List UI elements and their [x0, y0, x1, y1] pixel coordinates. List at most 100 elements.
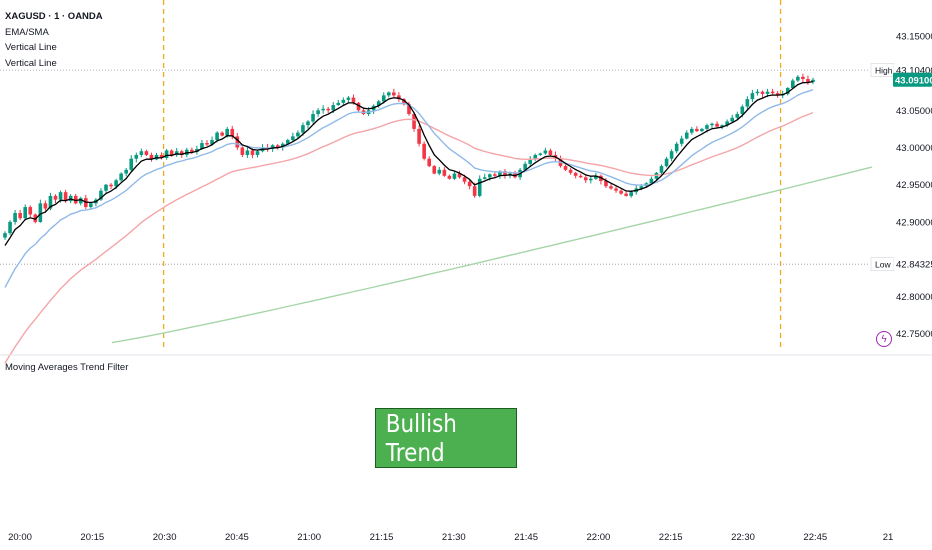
candle[interactable] [392, 88, 396, 97]
candle[interactable] [402, 98, 406, 106]
pane2-indicator-title[interactable]: Moving Averages Trend Filter [5, 362, 129, 373]
lightning-icon[interactable]: ϟ [876, 331, 892, 347]
candle[interactable] [735, 111, 740, 120]
ema-fast-line[interactable] [4, 80, 814, 246]
candle[interactable] [669, 149, 674, 162]
candle[interactable] [649, 176, 654, 185]
candle[interactable] [139, 148, 144, 158]
candle[interactable] [619, 189, 623, 195]
candle[interactable] [336, 99, 341, 106]
candle[interactable] [710, 122, 714, 129]
candle[interactable] [432, 165, 437, 175]
candle[interactable] [624, 190, 628, 197]
ema-slow-line[interactable] [4, 111, 814, 364]
candle[interactable] [760, 90, 765, 98]
candle[interactable] [275, 143, 280, 150]
candle[interactable] [346, 95, 351, 103]
candle[interactable] [457, 170, 462, 179]
candle[interactable] [78, 196, 83, 206]
candle[interactable] [715, 121, 719, 129]
candle[interactable] [28, 205, 33, 218]
candle[interactable] [785, 87, 790, 96]
candle[interactable] [684, 130, 689, 140]
candle[interactable] [174, 148, 179, 157]
candle[interactable] [417, 125, 421, 147]
legend-indicator[interactable]: EMA/SMA [5, 26, 49, 38]
candle[interactable] [563, 164, 568, 172]
candle[interactable] [220, 131, 224, 137]
candle[interactable] [700, 127, 704, 133]
candle[interactable] [296, 130, 300, 139]
candle[interactable] [791, 78, 795, 89]
candle[interactable] [43, 200, 48, 212]
candle[interactable] [482, 173, 487, 180]
candle[interactable] [23, 204, 27, 221]
candle[interactable] [326, 106, 330, 113]
candle[interactable] [674, 141, 679, 154]
candle[interactable] [144, 149, 149, 157]
candle[interactable] [796, 75, 800, 83]
candle[interactable] [538, 152, 543, 156]
candle[interactable] [376, 99, 381, 108]
candle[interactable] [664, 156, 669, 168]
candle[interactable] [149, 152, 154, 162]
candle[interactable] [341, 97, 346, 105]
candle[interactable] [3, 231, 7, 240]
candle[interactable] [99, 188, 103, 201]
candle[interactable] [104, 183, 108, 194]
candle[interactable] [750, 89, 755, 103]
candle[interactable] [412, 111, 416, 132]
candle[interactable] [755, 89, 760, 96]
candle[interactable] [578, 173, 583, 179]
candle[interactable] [316, 108, 320, 118]
candle[interactable] [427, 156, 431, 168]
candle[interactable] [255, 150, 260, 158]
candle[interactable] [38, 199, 43, 223]
candle[interactable] [679, 135, 684, 147]
candle[interactable] [775, 91, 780, 98]
candle[interactable] [356, 102, 361, 112]
candle[interactable] [614, 185, 618, 193]
candle[interactable] [205, 140, 209, 147]
candle[interactable] [730, 114, 734, 123]
candle[interactable] [73, 193, 78, 205]
legend-vertical-line-1[interactable]: Vertical Line [5, 42, 57, 53]
sma-long-line[interactable] [111, 166, 873, 344]
candle[interactable] [609, 183, 613, 190]
candle[interactable] [528, 156, 532, 167]
candle[interactable] [134, 152, 139, 163]
candle[interactable] [442, 167, 447, 177]
candle[interactable] [568, 167, 573, 175]
candle[interactable] [291, 132, 295, 142]
candle[interactable] [503, 169, 507, 179]
candle[interactable] [306, 120, 310, 129]
candle[interactable] [124, 167, 128, 177]
candle[interactable] [371, 104, 376, 114]
candle[interactable] [387, 91, 391, 98]
candle[interactable] [770, 88, 775, 95]
candle[interactable] [397, 92, 401, 102]
candle[interactable] [230, 125, 235, 140]
candle[interactable] [548, 148, 553, 156]
candle[interactable] [543, 147, 548, 155]
candle[interactable] [447, 174, 452, 180]
candle[interactable] [583, 175, 588, 184]
candle[interactable] [437, 166, 442, 176]
candle[interactable] [604, 178, 608, 189]
candle[interactable] [119, 172, 123, 182]
candle[interactable] [599, 174, 603, 185]
candle[interactable] [806, 75, 810, 85]
candle[interactable] [154, 152, 159, 161]
candle[interactable] [695, 126, 699, 133]
candle[interactable] [235, 132, 240, 150]
candle[interactable] [8, 220, 12, 236]
candle[interactable] [467, 180, 472, 190]
candle[interactable] [109, 183, 113, 190]
candle[interactable] [311, 110, 315, 124]
candle[interactable] [477, 175, 482, 198]
candle[interactable] [321, 105, 325, 114]
candle[interactable] [240, 146, 245, 157]
candle[interactable] [811, 77, 815, 85]
candle[interactable] [164, 148, 169, 160]
